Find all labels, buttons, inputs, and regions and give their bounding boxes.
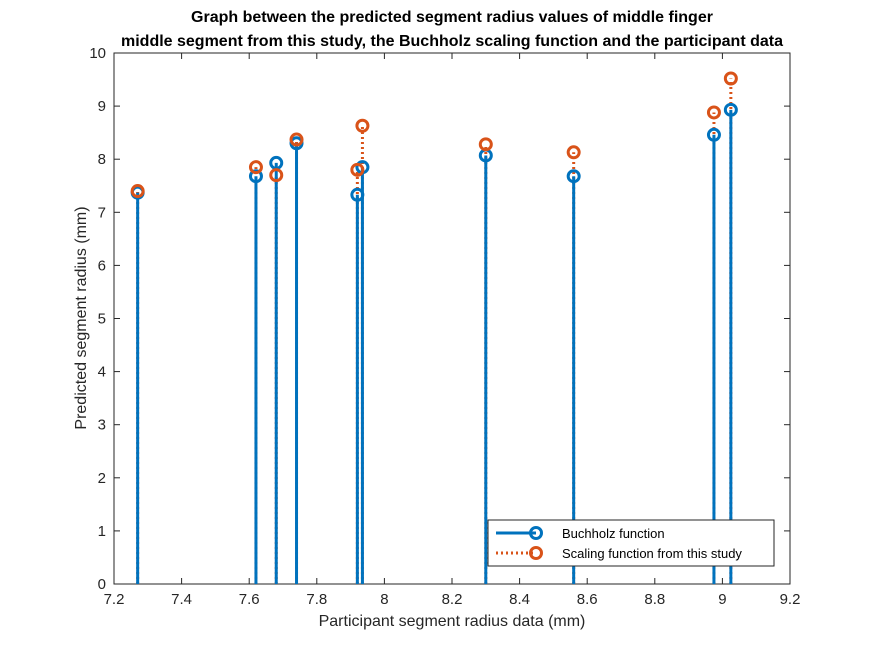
marker-scaling: [130, 184, 145, 199]
x-tick-label: 8.4: [509, 591, 530, 608]
y-axis-label: Predicted segment radius (mm): [73, 206, 90, 429]
x-tick-label: 8: [380, 591, 388, 608]
marker-buchholz: [723, 102, 738, 117]
chart-title-line-1: Graph between the predicted segment radi…: [191, 9, 713, 26]
legend-marker-scaling: [529, 546, 543, 560]
legend-marker-buchholz: [529, 526, 543, 540]
y-axis-ticks: 0 1 2 3 4 5 6 7 8 9 10: [89, 45, 790, 593]
x-tick-label: 9.2: [780, 591, 801, 608]
y-tick-label: 4: [98, 364, 106, 381]
y-tick-label: 0: [98, 576, 106, 593]
x-tick-label: 8.6: [577, 591, 598, 608]
x-tick-label: 7.4: [171, 591, 192, 608]
marker-scaling: [289, 132, 304, 147]
markers-layer: [130, 71, 738, 202]
marker-scaling: [478, 137, 493, 152]
marker-scaling: [269, 168, 284, 183]
x-axis-ticks: 7.2 7.4 7.6 7.8 8 8.2 8.4 8.6 8.8 9 9.2: [104, 53, 801, 608]
marker-scaling: [350, 162, 365, 177]
x-axis-label: Participant segment radius data (mm): [319, 613, 586, 630]
y-tick-label: 6: [98, 257, 106, 274]
marker-scaling: [355, 118, 370, 133]
y-tick-label: 10: [89, 45, 106, 62]
y-tick-label: 7: [98, 204, 106, 221]
y-tick-label: 2: [98, 470, 106, 487]
marker-buchholz: [248, 169, 263, 184]
marker-buchholz: [706, 127, 721, 142]
legend: Buchholz function Scaling function from …: [487, 519, 775, 567]
marker-buchholz: [350, 187, 365, 202]
marker-scaling: [723, 71, 738, 86]
legend-label-buchholz: Buchholz function: [562, 526, 665, 541]
marker-buchholz: [566, 169, 581, 184]
chart-title-line-2: middle segment from this study, the Buch…: [121, 33, 783, 50]
x-tick-label: 8.8: [644, 591, 665, 608]
y-tick-label: 9: [98, 98, 106, 115]
x-tick-label: 8.2: [442, 591, 463, 608]
x-tick-label: 7.8: [306, 591, 327, 608]
marker-scaling: [248, 160, 263, 175]
y-tick-label: 1: [98, 523, 106, 540]
x-tick-label: 9: [718, 591, 726, 608]
y-tick-label: 8: [98, 151, 106, 168]
marker-scaling: [706, 105, 721, 120]
x-tick-label: 7.6: [239, 591, 260, 608]
y-tick-label: 3: [98, 417, 106, 434]
plot-area: [113, 52, 791, 585]
y-tick-label: 5: [98, 311, 106, 328]
legend-label-scaling: Scaling function from this study: [562, 546, 742, 561]
marker-scaling: [566, 145, 581, 160]
stems-layer: [136, 78, 733, 584]
x-tick-label: 7.2: [104, 591, 125, 608]
